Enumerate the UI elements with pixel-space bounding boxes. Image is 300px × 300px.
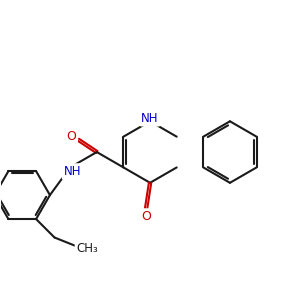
Text: O: O	[141, 210, 151, 223]
Text: NH: NH	[141, 112, 159, 125]
Text: O: O	[66, 130, 76, 143]
Text: CH₃: CH₃	[76, 242, 98, 255]
Text: NH: NH	[64, 165, 81, 178]
